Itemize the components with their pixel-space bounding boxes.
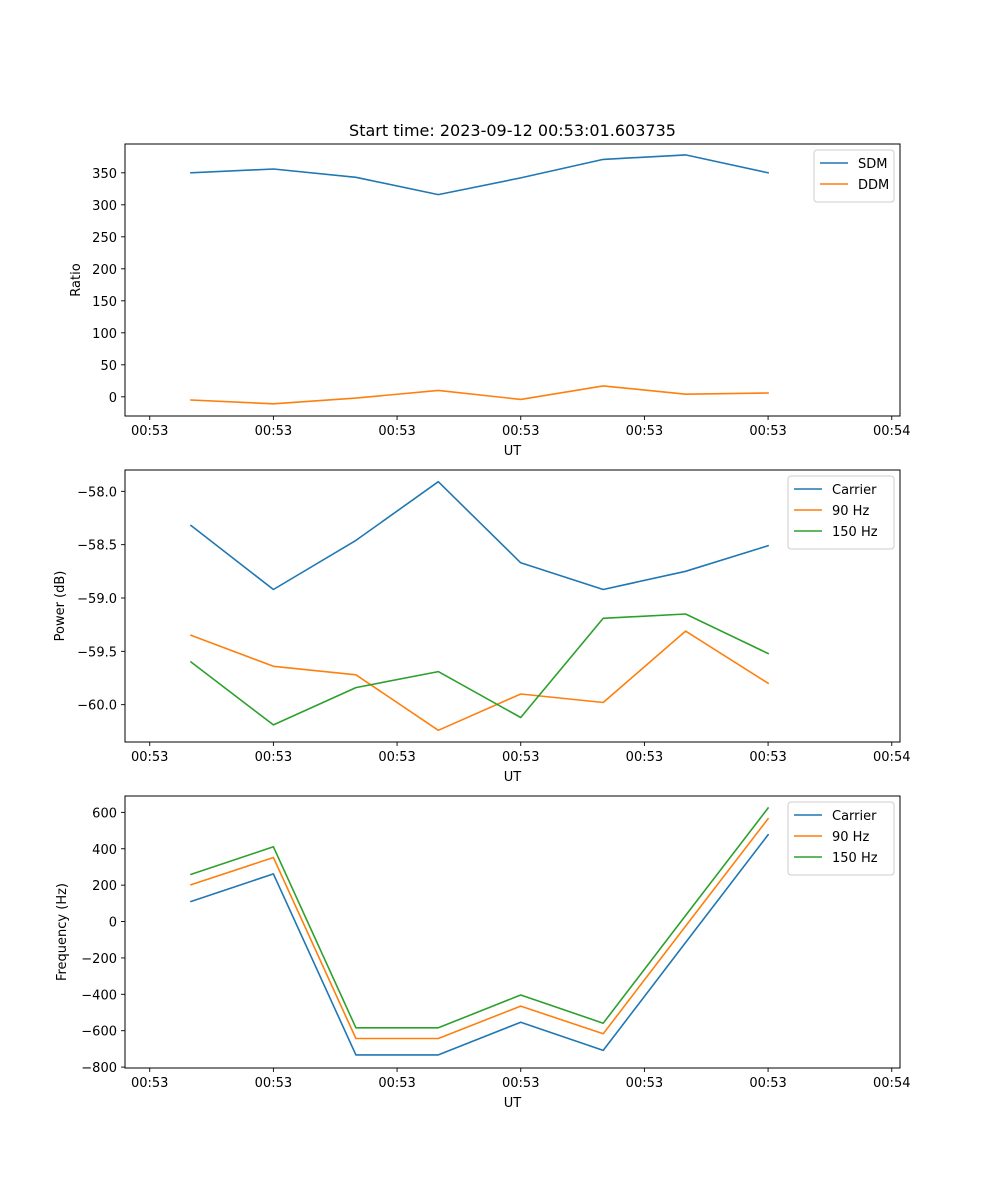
series-line-carrier	[189, 833, 770, 1056]
series-line-90-hz	[189, 817, 770, 1040]
y-tick-label: 0	[109, 916, 117, 931]
figure-title: Start time: 2023-09-12 00:53:01.603735	[349, 121, 676, 140]
y-tick-label: −59.5	[77, 645, 117, 660]
legend-entry: SDM	[858, 157, 887, 172]
y-tick-label: 250	[92, 231, 117, 246]
subplots: 00:53 00:53 00:53 00:53 00:53 00:53 00:54 0 50 10…	[53, 143, 910, 1111]
subplot-1: 00:53 00:53 00:53 00:53 00:53 00:53 00:54 0 50 10…	[69, 143, 910, 459]
series-line-carrier	[189, 480, 770, 591]
legend-entry: 150 Hz	[832, 525, 878, 540]
x-tick-label: 00:53	[502, 750, 539, 765]
series-line-sdm	[190, 154, 770, 196]
series-line-ddm	[190, 385, 769, 405]
x-tick-label: 00:53	[255, 1076, 292, 1091]
y-tick-label: 400	[92, 843, 117, 858]
x-tick-label: 00:53	[255, 750, 292, 765]
y-tick-label: −58.0	[77, 485, 117, 500]
x-tick-label: 00:53	[502, 1076, 539, 1091]
x-axis-label: UT	[504, 1096, 522, 1111]
x-tick-label: 00:54	[873, 424, 910, 439]
legend-entry: Carrier	[832, 483, 877, 498]
y-tick-label: −600	[81, 1025, 117, 1040]
y-tick-label: 100	[92, 327, 117, 342]
x-tick-label: 00:53	[749, 750, 786, 765]
x-tick-label: 00:53	[131, 424, 168, 439]
x-tick-label: 00:53	[255, 424, 292, 439]
x-tick-label: 00:53	[626, 1076, 663, 1091]
y-tick-label: −58.5	[77, 539, 117, 554]
axes-frame	[124, 143, 901, 417]
y-tick-label: −59.0	[77, 592, 117, 607]
y-axis-label: Power (dB)	[53, 571, 68, 642]
x-tick-label: 00:54	[873, 750, 910, 765]
y-tick-label: 200	[92, 263, 117, 278]
y-tick-label: 600	[92, 806, 117, 821]
legend: SDM DDM	[813, 149, 895, 203]
y-axis-label: Frequency (Hz)	[55, 883, 70, 981]
subplot-3: 00:53 00:53 00:53 00:53 00:53 00:53 00:54 −800 −…	[55, 795, 910, 1111]
y-tick-label: 150	[92, 295, 117, 310]
series-line-90-hz	[189, 630, 770, 732]
y-tick-label: 300	[92, 199, 117, 214]
y-axis-label: Ratio	[69, 263, 84, 296]
x-axis-label: UT	[504, 770, 522, 785]
x-tick-label: 00:54	[873, 1076, 910, 1091]
axes-frame	[124, 795, 901, 1069]
x-tick-label: 00:53	[749, 424, 786, 439]
series-line-150-hz	[189, 806, 770, 1029]
y-tick-label: −800	[81, 1061, 117, 1076]
series-line-150-hz	[189, 613, 770, 726]
x-tick-label: 00:53	[131, 750, 168, 765]
y-tick-label: 50	[100, 359, 117, 374]
x-tick-label: 00:53	[378, 1076, 415, 1091]
y-tick-label: 200	[92, 879, 117, 894]
x-tick-label: 00:53	[131, 1076, 168, 1091]
legend-entry: DDM	[858, 178, 889, 193]
x-tick-label: 00:53	[626, 424, 663, 439]
legend: Carrier 90 Hz 150 Hz	[787, 801, 895, 876]
x-tick-label: 00:53	[749, 1076, 786, 1091]
x-tick-label: 00:53	[378, 424, 415, 439]
legend-entry: Carrier	[832, 809, 877, 824]
subplot-2: 00:53 00:53 00:53 00:53 00:53 00:53 00:54 −60.0…	[53, 469, 910, 785]
axes-frame	[124, 469, 901, 743]
x-tick-label: 00:53	[626, 750, 663, 765]
x-axis-label: UT	[504, 444, 522, 459]
y-tick-label: −200	[81, 952, 117, 967]
y-tick-label: 350	[92, 167, 117, 182]
x-tick-label: 00:53	[502, 424, 539, 439]
legend: Carrier 90 Hz 150 Hz	[787, 475, 895, 550]
y-tick-label: −60.0	[77, 699, 117, 714]
y-tick-label: −400	[81, 988, 117, 1003]
legend-entry: 150 Hz	[832, 851, 878, 866]
legend-entry: 90 Hz	[832, 830, 869, 845]
x-tick-label: 00:53	[378, 750, 415, 765]
y-tick-label: 0	[109, 391, 117, 406]
legend-entry: 90 Hz	[832, 504, 869, 519]
